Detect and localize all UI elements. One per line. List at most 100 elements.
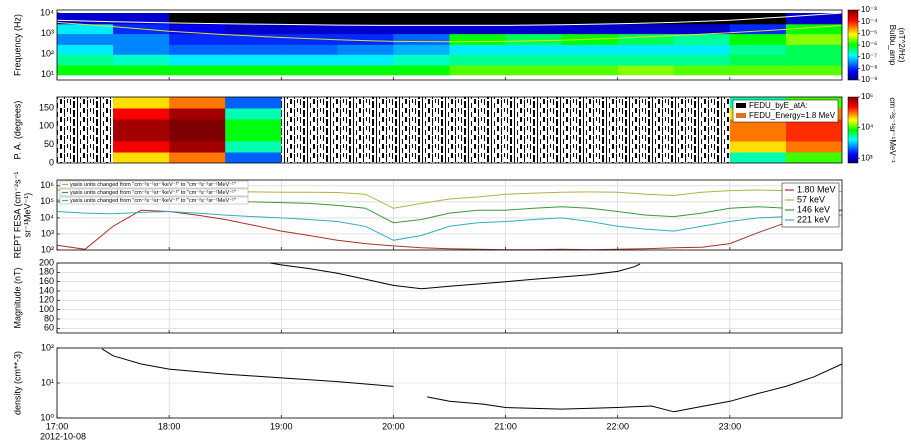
heatmap-cell	[729, 54, 787, 66]
line	[56, 209, 843, 251]
colorbar-tick-label: 10⁵	[861, 92, 873, 101]
heatmap-cell	[617, 54, 675, 66]
y-tick-label: 50	[44, 139, 54, 149]
line	[101, 348, 843, 413]
colorbar-tick-label: 10⁴	[861, 123, 874, 132]
colorbar-label: (nT^2/Hz)	[897, 28, 906, 63]
heatmap-cell	[449, 108, 507, 120]
heatmap-cell	[393, 33, 450, 45]
heatmap-cell	[225, 33, 282, 45]
colorbar-tick-label: 10⁻⁵	[861, 28, 877, 37]
heatmap-cell	[225, 97, 282, 109]
heatmap-cell	[561, 64, 619, 76]
heatmap-cell	[617, 23, 675, 35]
heatmap-cell	[785, 23, 842, 35]
heatmap-cell	[57, 97, 114, 109]
heatmap-cell	[57, 152, 114, 163]
legend-label: 57 keV	[797, 194, 825, 204]
colorbar-label: Bulbu_amp	[888, 25, 897, 66]
heatmap	[57, 97, 842, 163]
heatmap-cell	[505, 64, 563, 76]
heatmap-cell	[505, 54, 563, 66]
heatmap-cell	[673, 97, 731, 109]
heatmap-cell	[393, 130, 450, 142]
heatmap-cell	[729, 33, 787, 45]
heatmap-cell	[225, 130, 282, 142]
heatmap-cell	[57, 108, 114, 120]
colorbar-tick-label: 10³	[861, 153, 873, 162]
heatmap-cell	[449, 13, 507, 25]
heatmap-cell	[561, 130, 619, 142]
x-axis-label: 2012-10-08	[40, 431, 86, 441]
colorbar-label: cm⁻²s⁻¹sr⁻¹MeV⁻¹	[888, 97, 897, 163]
heatmap-cell	[673, 152, 731, 163]
heatmap-cell	[57, 33, 114, 45]
y-tick-label: 100	[39, 121, 54, 131]
heatmap-cell	[337, 108, 394, 120]
heatmap-cell	[281, 97, 338, 109]
y-tick-label: 10⁶	[40, 180, 54, 190]
heatmap-cell	[281, 44, 338, 55]
heatmap-cell	[561, 97, 619, 109]
heatmap-cell	[337, 44, 394, 55]
heatmap-cell	[169, 64, 226, 76]
heatmap-cell	[729, 23, 787, 35]
heatmap-cell	[561, 23, 619, 35]
heatmap-cell	[393, 97, 450, 109]
annotation: yaxis units changed from "cm⁻²s⁻¹sr⁻¹keV…	[70, 182, 236, 188]
heatmap-cell	[225, 54, 282, 66]
colorbar	[847, 9, 859, 81]
heatmap-cell	[673, 33, 731, 45]
heatmap-cell	[113, 108, 170, 120]
heatmap-cell	[729, 119, 787, 131]
heatmap-cell	[337, 23, 394, 35]
heatmap-cell	[169, 130, 226, 142]
heatmap-cell	[449, 44, 507, 55]
heatmap-cell	[281, 108, 338, 120]
heatmap-cell	[113, 97, 170, 109]
heatmap-cell	[505, 108, 563, 120]
heatmap-cell	[785, 152, 842, 163]
heatmap-cell	[281, 141, 338, 153]
heatmap-cell	[113, 44, 170, 55]
heatmap-cell	[617, 119, 675, 131]
heatmap-cell	[617, 97, 675, 109]
heatmap-cell	[113, 152, 170, 163]
heatmap-cell	[729, 152, 787, 163]
legend-label: 146 keV	[797, 204, 830, 214]
y-tick-label: 10²	[41, 49, 54, 59]
y-tick-label: 160	[39, 276, 54, 286]
heatmap-cell	[561, 54, 619, 66]
heatmap-cell	[617, 64, 675, 76]
y-tick-label: 100	[39, 304, 54, 314]
heatmap-cell	[281, 23, 338, 35]
heatmap-cell	[225, 64, 282, 76]
annotation: yaxis units changed from "cm⁻²s⁻¹sr⁻¹keV…	[70, 190, 236, 196]
y-axis-label: Frequency (Hz)	[12, 14, 22, 76]
heatmap-cell	[673, 141, 731, 153]
heatmap-cell	[337, 33, 394, 45]
heatmap-cell	[785, 54, 842, 66]
heatmap-cell	[281, 130, 338, 142]
heatmap-cell	[561, 108, 619, 120]
heatmap-cell	[785, 141, 842, 153]
heatmap-cell	[337, 97, 394, 109]
heatmap-cell	[281, 152, 338, 163]
legend-label: 221 keV	[797, 214, 830, 224]
y-tick-label: 120	[39, 295, 54, 305]
heatmap-cell	[505, 13, 563, 25]
plot-frame	[56, 262, 843, 334]
line	[56, 12, 843, 26]
heatmap-cell	[449, 119, 507, 131]
heatmap-cell	[225, 23, 282, 35]
heatmap-cell	[393, 119, 450, 131]
heatmap-cell	[729, 141, 787, 153]
heatmap-cell	[729, 130, 787, 142]
heatmap-cell	[169, 141, 226, 153]
heatmap-cell	[169, 108, 226, 120]
heatmap-cell	[561, 44, 619, 55]
heatmap-cell	[673, 108, 731, 120]
heatmap-cell	[169, 119, 226, 131]
colorbar-tick-label: 10⁻⁴	[861, 17, 878, 26]
